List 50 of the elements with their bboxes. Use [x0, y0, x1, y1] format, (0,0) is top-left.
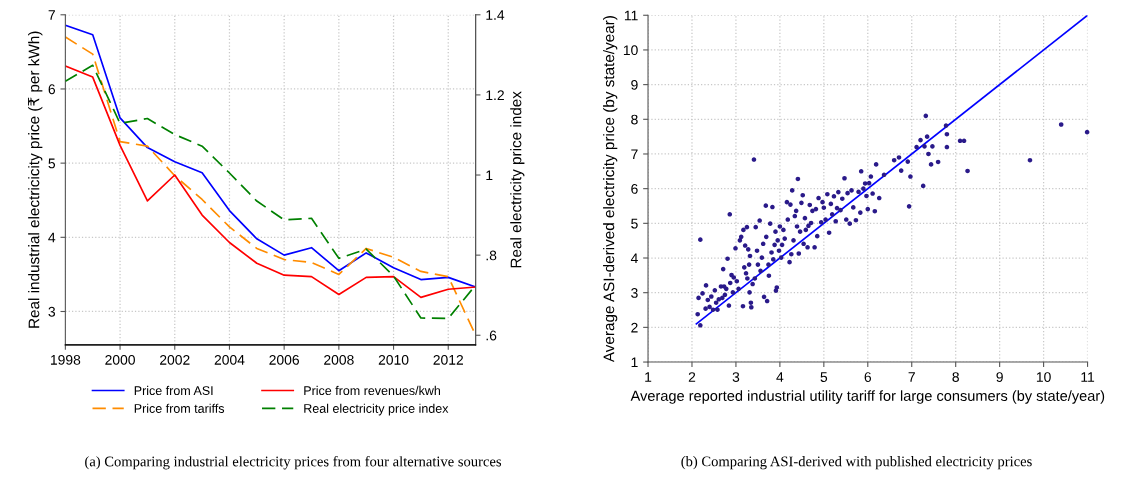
x-tick-label: 10: [1036, 372, 1051, 382]
x-tick-label: 2: [688, 372, 696, 382]
x-axis-title: Average reported industrial utility tariff for large consumers (by state/year): [630, 390, 1105, 404]
x-tick-label: 4: [776, 372, 784, 382]
text: (a) Comparing industrial electricity prices from four alternative sources: [85, 455, 502, 470]
x-tick-label: 3: [732, 372, 740, 382]
y-tick-label: 9: [631, 79, 638, 90]
x-tick-label: 1998: [50, 354, 81, 365]
legend-label: Price from revenues/kwh: [304, 385, 440, 396]
x-tick-label: 2008: [324, 354, 354, 365]
y-axis-title: Real industrial electricicity price (₹ per kWh): [28, 31, 43, 328]
x-tick-label: 1: [645, 372, 652, 382]
legend-label: Price from ASI: [134, 385, 213, 396]
y-tick-label: 10: [623, 45, 638, 56]
y-tick-label: 6: [48, 84, 56, 95]
y-tick-label: 2: [631, 322, 638, 333]
y-tick-label: 8: [631, 114, 638, 125]
y-tick-label: 5: [48, 158, 56, 169]
y2-tick-label: 1.2: [486, 90, 504, 100]
y-tick-label: 5: [631, 218, 638, 229]
x-tick-label: 9: [996, 372, 1003, 382]
x-tick-label: 2004: [214, 354, 245, 365]
y-tick-label: 3: [631, 288, 638, 298]
x-tick-label: 8: [952, 372, 959, 382]
line-series: [65, 24, 476, 288]
y-tick-label: 3: [48, 306, 56, 317]
y-tick-label: 7: [631, 149, 638, 160]
y-tick-label: 4: [630, 253, 638, 264]
y-tick-label: 11: [624, 10, 638, 21]
y2-tick-label: .8: [486, 250, 497, 261]
legend-label: Real electricity price index: [304, 403, 449, 416]
x-tick-label: 6: [864, 372, 872, 382]
y2-tick-label: 1: [486, 170, 493, 181]
x-tick-label: 5: [820, 372, 828, 382]
y2-axis-title: Real electricity price index: [510, 91, 525, 268]
y-axis-title: Average ASI-derived electricity price (by state/year): [603, 16, 618, 363]
x-tick-label: 2002: [160, 354, 190, 365]
x-tick-label: 2000: [105, 354, 135, 365]
x-tick-label: 2012: [433, 354, 463, 365]
y-tick-label: 7: [48, 10, 55, 20]
x-tick-label: 2006: [269, 354, 299, 365]
x-tick-label: 11: [1081, 372, 1095, 382]
y-tick-label: 6: [631, 183, 638, 194]
y-tick-label: 4: [48, 232, 56, 243]
y2-tick-label: 1.4: [486, 10, 505, 20]
y2-tick-label: .6: [486, 330, 497, 341]
x-tick-label: 7: [908, 372, 915, 382]
x-tick-label: 2010: [378, 354, 409, 365]
legend-label: Price from tariffs: [134, 403, 225, 413]
text: (b) Comparing ASI-derived with published electricity prices: [681, 456, 1032, 470]
